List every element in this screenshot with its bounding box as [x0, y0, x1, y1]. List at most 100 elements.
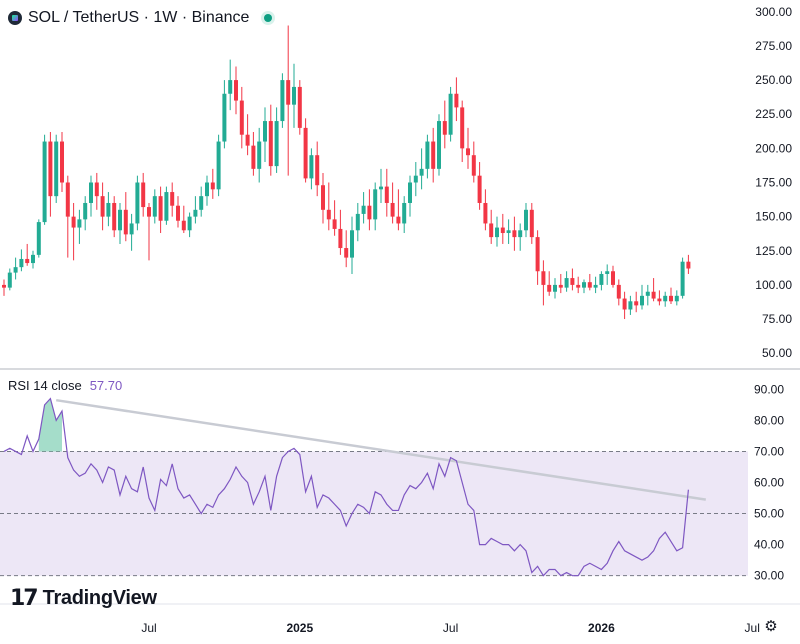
rsi-tick-label: 80.00 — [754, 413, 784, 427]
price-tick-label: 150.00 — [755, 210, 792, 224]
candle-body — [228, 80, 233, 94]
rsi-axis[interactable]: 90.00 80.00 70.00 60.00 50.00 40.00 30.00 — [754, 382, 784, 582]
candle-body — [512, 230, 517, 238]
candle-body — [570, 278, 575, 285]
candle-body — [384, 186, 389, 203]
candle-body — [83, 202, 88, 220]
candle-body — [593, 284, 598, 288]
candle-body — [344, 248, 349, 258]
rsi-line — [3, 397, 689, 577]
rsi-trendline — [56, 398, 706, 501]
candle-body — [350, 230, 354, 258]
candle-body — [402, 202, 407, 224]
candle-body — [616, 284, 621, 299]
candle-body — [158, 196, 163, 221]
candle-body — [587, 282, 592, 288]
candle-body — [686, 261, 691, 269]
candle-body — [471, 155, 476, 176]
price-tick-label: 100.00 — [755, 278, 792, 292]
candle-body — [94, 182, 99, 197]
candle-body — [199, 196, 204, 210]
candle-body — [181, 220, 186, 231]
price-tick-label: 75.00 — [762, 312, 792, 326]
candle-body — [338, 228, 343, 249]
candle-body — [553, 284, 557, 292]
candle-body — [605, 271, 610, 274]
candle-body — [152, 196, 157, 217]
time-tick-label: Jul — [141, 621, 156, 635]
candle-body — [466, 148, 470, 156]
candle-body — [239, 100, 244, 135]
price-tick-label: 50.00 — [762, 346, 792, 360]
candle-body — [106, 202, 111, 217]
candle-body — [326, 209, 331, 220]
price-axis[interactable]: 300.00 275.00 250.00 225.00 200.00 175.00 150.… — [755, 5, 792, 360]
candle-body — [222, 93, 227, 142]
candle-body — [576, 284, 581, 288]
candle-body — [541, 271, 546, 285]
candle-body — [118, 209, 122, 231]
tradingview-logo[interactable]: 17 TradingView — [10, 586, 157, 611]
candle-body — [674, 295, 679, 302]
candle-body — [547, 284, 552, 292]
price-tick-label: 225.00 — [755, 107, 792, 121]
candle-body — [112, 202, 117, 231]
candle-body — [657, 298, 662, 302]
candle-body — [442, 121, 447, 135]
candle-body — [135, 182, 140, 224]
candle-body — [361, 205, 366, 214]
candle-body — [234, 80, 238, 101]
candle-body — [123, 209, 128, 235]
candle-body — [176, 205, 180, 221]
candle-body — [396, 216, 401, 224]
candle-body — [419, 168, 424, 176]
candle-body — [390, 202, 395, 217]
settings-gear-icon[interactable]: ⚙ — [764, 618, 778, 635]
rsi-legend[interactable]: RSI 14 close 57.70 — [8, 378, 122, 393]
solana-icon[interactable] — [8, 11, 22, 25]
candle-body — [257, 141, 262, 169]
time-tick-label: Jul — [443, 621, 458, 635]
symbol-title[interactable]: SOL / TetherUS · 1W · Binance — [28, 9, 250, 26]
candle-body — [599, 273, 604, 285]
candle-body — [65, 182, 70, 217]
candle-body — [506, 230, 511, 234]
candle-body — [210, 182, 215, 190]
time-tick-label: 2026 — [588, 621, 615, 635]
candle-body — [71, 216, 76, 228]
rsi-label: RSI 14 close — [8, 378, 82, 393]
candle-body — [651, 291, 656, 299]
candle-body — [500, 227, 505, 234]
candle-body — [164, 192, 169, 221]
candle-body — [25, 258, 30, 264]
candle-body — [274, 121, 279, 167]
candle-body — [408, 182, 412, 203]
candle-body — [2, 284, 6, 288]
candle-body — [129, 223, 134, 235]
candle-body — [36, 222, 41, 255]
candle-body — [425, 141, 430, 169]
rsi-tick-label: 40.00 — [754, 538, 784, 552]
candle-body — [332, 219, 337, 229]
candle-body — [535, 237, 540, 272]
candle-body — [89, 182, 93, 203]
time-axis[interactable]: Jul 2025 Jul 2026 Jul — [141, 621, 760, 635]
candle-body — [669, 295, 673, 302]
candle-body — [170, 192, 175, 206]
price-tick-label: 175.00 — [755, 176, 792, 190]
candle-body — [286, 80, 291, 105]
price-tick-label: 200.00 — [755, 141, 792, 155]
candle-body — [367, 205, 372, 220]
rsi-tick-label: 60.00 — [754, 476, 784, 490]
price-tick-label: 275.00 — [755, 39, 792, 53]
market-status-icon[interactable] — [261, 11, 276, 25]
candle-body — [263, 121, 267, 142]
candle-body — [7, 272, 12, 288]
candle-body — [251, 145, 256, 169]
candle-body — [297, 86, 302, 128]
candle-body — [216, 141, 221, 190]
candle-body — [634, 301, 639, 306]
candle-body — [454, 93, 459, 108]
tradingview-logo-text: TradingView — [42, 587, 157, 609]
